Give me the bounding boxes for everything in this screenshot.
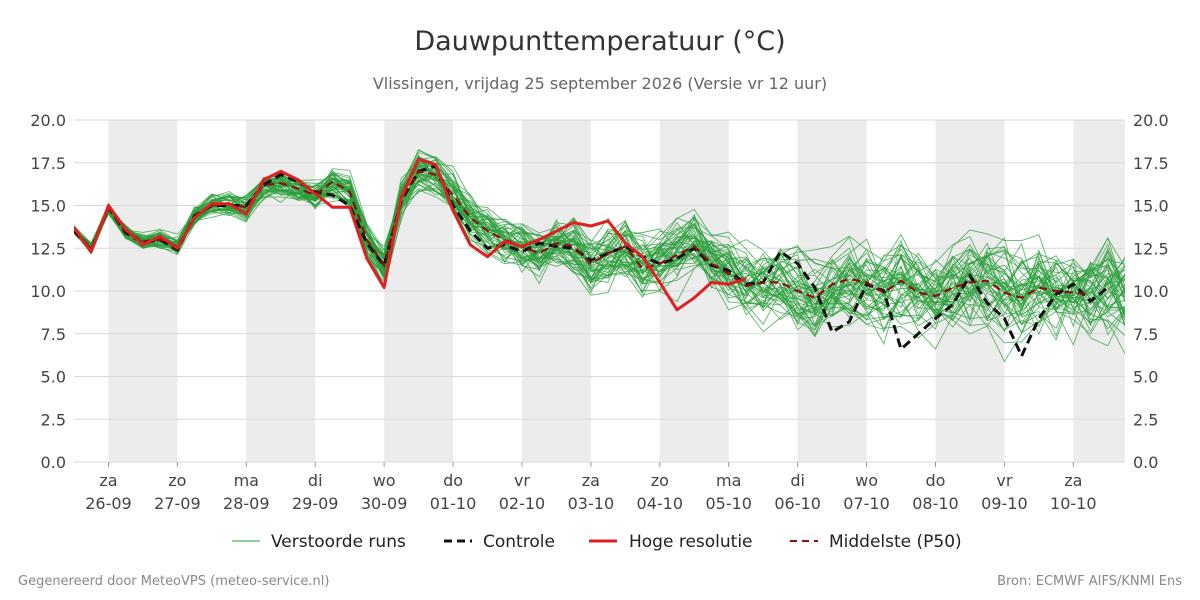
ensemble-run-line	[74, 156, 1125, 330]
x-tick-day: di	[790, 471, 805, 490]
main-lines	[74, 157, 1109, 360]
x-tick-day: za	[582, 471, 600, 490]
high-resolution-line	[74, 157, 747, 312]
legend-label-p50: Middelste (P50)	[829, 532, 962, 552]
x-tick-date: 28-09	[223, 494, 270, 513]
x-tick-date: 29-09	[292, 494, 339, 513]
x-tick-date: 27-09	[154, 494, 201, 513]
chart-title: Dauwpunttemperatuur (°C)	[414, 26, 785, 57]
ensemble-run-line	[74, 177, 1125, 328]
legend: Verstoorde runs Controle Hoge resolutie …	[232, 532, 962, 552]
y-axis-right: 0.0 2.5 5.0 7.5 10.0 12.5 15.0 17.5 20.0	[1133, 111, 1169, 472]
x-tick-date: 03-10	[568, 494, 615, 513]
x-tick-date: 01-10	[430, 494, 477, 513]
x-tick-date: 07-10	[843, 494, 890, 513]
y-tick-label-right: 10.0	[1133, 282, 1169, 301]
x-tick-date: 08-10	[912, 494, 959, 513]
legend-label-hres: Hoge resolutie	[629, 532, 753, 552]
ensemble-runs	[74, 148, 1125, 363]
x-tick-date: 30-09	[361, 494, 408, 513]
x-tick-day: ma	[234, 471, 259, 490]
legend-item-ctrl[interactable]: Controle	[444, 532, 555, 552]
y-tick-label: 15.0	[30, 197, 66, 216]
x-tick-day: vr	[996, 471, 1012, 490]
y-tick-label-right: 2.5	[1133, 410, 1158, 429]
x-tick-date: 09-10	[981, 494, 1028, 513]
y-axis-left: 0.0 2.5 5.0 7.5 10.0 12.5 15.0 17.5 20.0	[30, 111, 66, 472]
x-tick-day: zo	[168, 471, 186, 490]
y-tick-label: 12.5	[30, 239, 66, 258]
y-tick-label: 2.5	[41, 410, 66, 429]
x-tick-day: ma	[716, 471, 741, 490]
y-tick-label-right: 20.0	[1133, 111, 1169, 130]
x-tick-date: 02-10	[499, 494, 546, 513]
ensemble-run-line	[74, 162, 1125, 344]
ensemble-run-line	[74, 164, 1125, 339]
y-tick-label-right: 0.0	[1133, 453, 1158, 472]
y-tick-label: 5.0	[41, 368, 66, 387]
y-tick-label-right: 5.0	[1133, 368, 1158, 387]
x-tick-day: wo	[855, 471, 878, 490]
y-tick-label: 0.0	[41, 453, 66, 472]
x-tick-day: za	[99, 471, 117, 490]
x-tick-date: 10-10	[1050, 494, 1097, 513]
x-tick-day: za	[1064, 471, 1082, 490]
ensemble-run-line	[74, 170, 1125, 330]
x-tick-day: vr	[514, 471, 530, 490]
legend-label-ens: Verstoorde runs	[271, 532, 406, 552]
ensemble-run-line	[74, 180, 1125, 314]
legend-item-p50[interactable]: Middelste (P50)	[790, 532, 962, 552]
legend-item-ens[interactable]: Verstoorde runs	[232, 532, 406, 552]
y-tick-label-right: 12.5	[1133, 239, 1169, 258]
x-tick-date: 05-10	[705, 494, 752, 513]
x-tick-day: wo	[373, 471, 396, 490]
x-tick-date: 04-10	[637, 494, 684, 513]
control-line	[74, 164, 1109, 360]
x-tick-day: di	[308, 471, 323, 490]
ensemble-run-line	[74, 184, 1125, 327]
footer-generated-by: Gegenereerd door MeteoVPS (meteo-service…	[18, 574, 329, 589]
x-tick-date: 26-09	[85, 494, 132, 513]
y-tick-label: 17.5	[30, 154, 66, 173]
x-tick-day: do	[925, 471, 945, 490]
y-tick-label: 7.5	[41, 325, 66, 344]
chart-subtitle: Vlissingen, vrijdag 25 september 2026 (V…	[373, 74, 827, 93]
y-tick-label-right: 15.0	[1133, 197, 1169, 216]
x-tick-day: zo	[651, 471, 669, 490]
y-tick-label-right: 17.5	[1133, 154, 1169, 173]
legend-item-hres[interactable]: Hoge resolutie	[589, 532, 753, 552]
y-tick-label: 10.0	[30, 282, 66, 301]
y-tick-label: 20.0	[30, 111, 66, 130]
legend-label-ctrl: Controle	[483, 532, 555, 552]
y-tick-label-right: 7.5	[1133, 325, 1158, 344]
x-tick-day: do	[443, 471, 463, 490]
x-tick-date: 06-10	[774, 494, 821, 513]
p50-line	[74, 170, 1091, 300]
x-axis: za 26-09 zo 27-09 ma 28-09 di 29-09 wo 30-09 do 01-…	[85, 462, 1097, 513]
footer-source: Bron: ECMWF AIFS/KNMI Ens	[997, 574, 1182, 589]
